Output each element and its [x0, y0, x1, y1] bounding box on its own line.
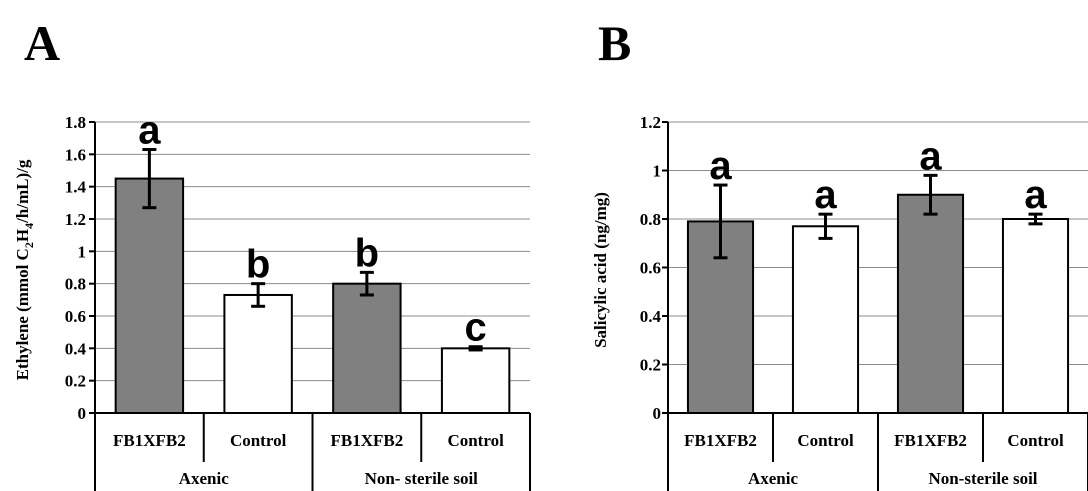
y-tick-label: 1.2 [640, 113, 661, 132]
ylabel-text: Salicylic acid (ng/mg) [591, 192, 610, 348]
y-tick-label: 0 [653, 404, 662, 423]
y-axis-label: Ethylene (mmol C2H4/h/mL)/g [13, 159, 36, 380]
bar [223, 293, 293, 415]
y-tick-label: 0.4 [640, 307, 662, 326]
panel-b: B 0 0.2 0.4 0.6 0.8 1 1.2 a a a a FB1XFB2 Control FB1… [591, 15, 1088, 491]
x-category-label: Control [447, 431, 504, 450]
bar [332, 282, 402, 414]
y-tick-label: 1 [78, 242, 87, 261]
x-group-label: Axenic [179, 469, 230, 488]
ylabel-text: H [13, 229, 32, 242]
x-category-label: Control [797, 431, 854, 450]
error-bar [923, 173, 938, 216]
significance-letter: b [246, 243, 270, 287]
ylabel-subscript: 2 [22, 242, 36, 248]
y-tick-label: 0.8 [640, 210, 661, 229]
bar [896, 193, 965, 414]
x-category-label: FB1XFB2 [684, 431, 757, 450]
y-tick-label: 0.2 [640, 356, 661, 375]
significance-letter: a [919, 134, 942, 178]
ylabel-subscript: 4 [22, 223, 36, 229]
y-tick-label: 1.8 [65, 113, 86, 132]
y-tick-label: 0.6 [640, 259, 661, 278]
y-axis-label: Salicylic acid (ng/mg) [591, 192, 610, 348]
x-group-label: Axenic [748, 469, 799, 488]
error-bar [713, 183, 728, 260]
y-tick-label: 0.8 [65, 275, 86, 294]
significance-letter: c [465, 306, 487, 350]
significance-letter: a [814, 173, 837, 217]
x-category-label: Control [1007, 431, 1064, 450]
x-group-label: Non-sterile soil [928, 469, 1037, 488]
panel-b-letter: B [598, 15, 631, 71]
error-bar [468, 345, 483, 352]
x-category-label: Control [230, 431, 287, 450]
bar [791, 225, 860, 414]
ylabel-text: Ethylene (mmol C [13, 248, 32, 380]
y-tick-label: 0 [78, 404, 87, 423]
significance-letter: a [138, 108, 161, 152]
significance-letter: b [355, 231, 379, 275]
y-tick-label: 0.6 [65, 307, 86, 326]
significance-letter: a [1024, 173, 1047, 217]
error-bar [251, 282, 266, 308]
ylabel-text: /h/mL)/g [13, 159, 32, 224]
error-bar [818, 212, 833, 240]
panel-a: A 0 0.2 0.4 0.6 0.8 1 1.2 1.4 1.6 1.8 a b b c FB1XFB2 C… [13, 15, 531, 491]
y-tick-label: 1.6 [65, 145, 86, 164]
x-category-label: FB1XFB2 [894, 431, 967, 450]
bar [1001, 218, 1070, 414]
y-tick-label: 0.2 [65, 372, 86, 391]
y-tick-label: 1 [653, 162, 662, 181]
x-group-label: Non- sterile soil [365, 469, 479, 488]
y-tick-label: 1.2 [65, 210, 86, 229]
error-bar [1028, 212, 1043, 226]
error-bar [359, 270, 374, 297]
y-tick-label: 1.4 [65, 178, 87, 197]
panel-a-letter: A [24, 15, 60, 71]
significance-letter: a [709, 144, 732, 188]
x-category-label: FB1XFB2 [113, 431, 186, 450]
bar [114, 177, 185, 414]
error-bar [142, 147, 157, 210]
x-category-label: FB1XFB2 [331, 431, 404, 450]
bar [440, 347, 511, 415]
y-tick-label: 0.4 [65, 339, 87, 358]
